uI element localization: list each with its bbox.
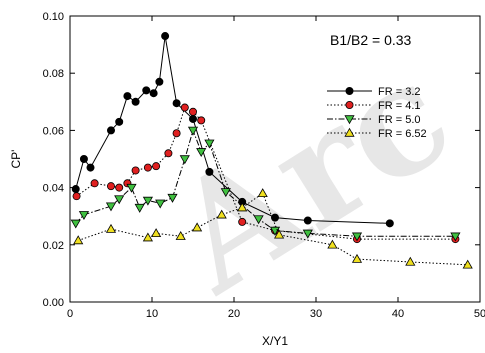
plot-frame <box>69 15 481 303</box>
data-point <box>151 228 162 238</box>
data-point <box>115 117 124 126</box>
data-point <box>351 253 363 263</box>
legend-label: FR = 4.1 <box>378 100 421 112</box>
series-3 <box>70 126 461 242</box>
data-point <box>188 107 197 116</box>
data-point <box>180 103 189 112</box>
y-tick-label: 0.08 <box>43 68 64 80</box>
y-tick-label: 0.00 <box>43 297 64 309</box>
x-tick-label: 20 <box>228 308 240 320</box>
data-point <box>192 222 203 232</box>
data-point <box>172 129 181 138</box>
data-point <box>142 196 153 206</box>
data-point <box>123 92 132 101</box>
legend-item: FR = 6.52 <box>327 127 427 140</box>
x-tick-label: 30 <box>310 308 322 320</box>
data-point <box>204 139 215 149</box>
data-point <box>155 199 166 209</box>
data-point <box>105 223 117 233</box>
data-point <box>152 162 161 171</box>
data-point <box>257 188 268 198</box>
data-point <box>405 256 416 266</box>
data-point <box>462 259 473 269</box>
x-tick-label: 40 <box>392 308 404 320</box>
data-point <box>164 149 173 158</box>
data-point <box>161 32 170 41</box>
y-axis-title: CP' <box>9 150 23 169</box>
data-point <box>302 229 313 239</box>
x-tick-label: 50 <box>474 308 485 320</box>
data-point <box>142 232 153 242</box>
data-point <box>142 86 151 95</box>
data-point <box>175 231 186 240</box>
series-layer <box>70 32 473 269</box>
series-line <box>75 35 390 224</box>
legend-label: FR = 6.52 <box>378 128 427 140</box>
data-point <box>70 219 81 229</box>
data-point <box>188 114 197 123</box>
data-point <box>143 163 152 172</box>
data-point <box>107 182 116 191</box>
y-tick-label: 0.02 <box>43 240 64 252</box>
data-point <box>86 163 95 172</box>
y-tick-label: 0.06 <box>43 125 64 137</box>
y-tick-label: 0.10 <box>43 11 64 23</box>
data-point <box>134 203 145 213</box>
data-point <box>327 239 338 249</box>
data-point <box>385 219 394 228</box>
legend-marker <box>344 115 355 125</box>
legend: FR = 3.2 FR = 4.1 FR = 5.0 FR = 6.52 <box>327 86 427 140</box>
x-tick-label: 0 <box>67 308 73 320</box>
data-point <box>114 195 125 205</box>
data-point <box>167 193 178 203</box>
data-point <box>220 188 231 198</box>
data-point <box>253 215 264 225</box>
data-point <box>72 192 81 201</box>
data-point <box>131 166 140 175</box>
data-point <box>196 148 207 158</box>
series-1 <box>71 32 394 228</box>
legend-item: FR = 3.2 <box>327 86 421 98</box>
data-point <box>131 97 140 106</box>
data-point <box>126 183 137 193</box>
data-point <box>197 116 206 125</box>
data-point <box>351 232 363 242</box>
x-tick-label: 10 <box>146 308 158 320</box>
data-point <box>274 229 285 239</box>
legend-item: FR = 4.1 <box>327 100 421 112</box>
data-point <box>115 183 124 192</box>
legend-label: FR = 5.0 <box>378 114 421 126</box>
data-point <box>450 232 461 242</box>
data-point <box>303 216 312 225</box>
data-point <box>105 202 117 212</box>
data-point <box>205 167 214 176</box>
y-tick-label: 0.04 <box>43 183 64 195</box>
data-point <box>90 179 99 188</box>
data-point <box>172 99 181 108</box>
data-point <box>107 126 116 135</box>
data-point <box>238 217 247 226</box>
data-point <box>155 77 164 86</box>
data-point <box>187 126 199 136</box>
legend-marker <box>344 127 355 137</box>
legend-marker <box>345 101 354 110</box>
legend-label: FR = 3.2 <box>378 86 421 98</box>
data-point <box>71 185 80 194</box>
data-point <box>79 154 88 163</box>
axes: 0 10 20 30 40 50 0.00 0.02 0.04 0.06 0.08 0.10 <box>43 11 485 320</box>
data-point <box>237 202 248 212</box>
data-point <box>73 235 84 245</box>
legend-marker <box>345 87 354 96</box>
legend-item: FR = 5.0 <box>327 114 421 126</box>
data-point <box>270 213 279 222</box>
ratio-annotation: B1/B2 = 0.33 <box>330 32 412 48</box>
series-4 <box>73 188 473 269</box>
data-point <box>216 209 227 219</box>
watermark-text: Arc <box>141 25 479 327</box>
data-point <box>78 211 90 220</box>
data-point <box>149 89 158 98</box>
x-axis-title: X/Y1 <box>262 334 288 348</box>
data-point <box>179 155 190 165</box>
